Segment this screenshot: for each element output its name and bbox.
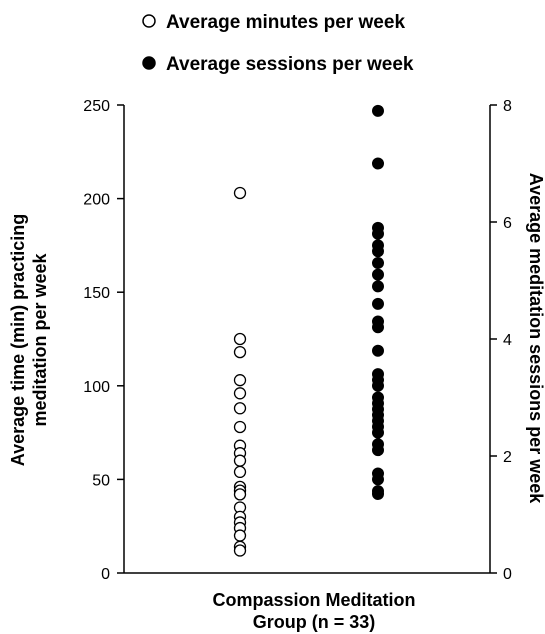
left-tick-label: 250 — [83, 98, 110, 115]
sessions-point — [372, 344, 384, 357]
minutes-point — [233, 402, 247, 415]
minutes-point — [233, 529, 247, 542]
sessions-point — [372, 245, 384, 258]
sessions-point — [372, 444, 384, 457]
x-axis-label-line1: Compassion Meditation — [212, 590, 415, 610]
minutes-point — [233, 374, 247, 387]
legend-label-minutes: Average minutes per week — [166, 12, 405, 33]
legend-label-sessions: Average sessions per week — [166, 54, 414, 75]
series-minutes — [233, 186, 247, 557]
minutes-point — [233, 186, 247, 200]
sessions-point — [372, 488, 384, 501]
sessions-point — [372, 379, 384, 392]
minutes-point — [233, 387, 247, 400]
left-tick-label: 0 — [101, 566, 110, 583]
left-axis-title-line2: meditation per week — [30, 252, 50, 426]
legend-marker-filled — [142, 56, 156, 70]
sessions-point — [372, 227, 384, 240]
minutes-point — [233, 454, 247, 467]
minutes-point — [233, 420, 247, 434]
sessions-point — [372, 297, 384, 310]
right-axis-title: Average meditation sessions per week — [526, 173, 545, 504]
right-tick-label: 2 — [503, 449, 512, 466]
sessions-point — [372, 321, 384, 334]
sessions-point — [372, 473, 384, 486]
right-tick-label: 8 — [503, 98, 512, 115]
sessions-point — [372, 157, 384, 170]
legend-marker-open — [142, 14, 156, 28]
minutes-point — [233, 465, 247, 479]
minutes-point — [233, 332, 247, 346]
minutes-point — [233, 345, 247, 359]
sessions-point — [372, 426, 384, 439]
left-tick-label: 50 — [92, 472, 110, 489]
left-tick-label: 100 — [83, 379, 110, 396]
right-axis-ticks: 0 2 4 6 8 — [490, 98, 512, 583]
left-axis-title: Average time (min) practicing meditation… — [8, 214, 50, 466]
sessions-point — [372, 256, 384, 269]
left-tick-label: 200 — [83, 192, 110, 209]
minutes-point — [233, 488, 247, 501]
legend: Average minutes per week Average session… — [142, 12, 414, 75]
right-axis-title-text: Average meditation sessions per week — [526, 173, 545, 504]
series-sessions — [372, 104, 384, 501]
right-tick-label: 6 — [503, 215, 512, 232]
right-tick-label: 0 — [503, 566, 512, 583]
x-axis-label-line2: Group (n = 33) — [253, 612, 376, 632]
minutes-point — [233, 544, 247, 557]
left-axis-title-line1: Average time (min) practicing — [8, 214, 28, 466]
right-tick-label: 4 — [503, 332, 512, 349]
sessions-point — [372, 268, 384, 281]
sessions-point — [372, 104, 384, 117]
left-axis-ticks: 0 50 100 150 200 250 — [83, 98, 124, 583]
left-tick-label: 150 — [83, 285, 110, 302]
sessions-point — [372, 280, 384, 293]
